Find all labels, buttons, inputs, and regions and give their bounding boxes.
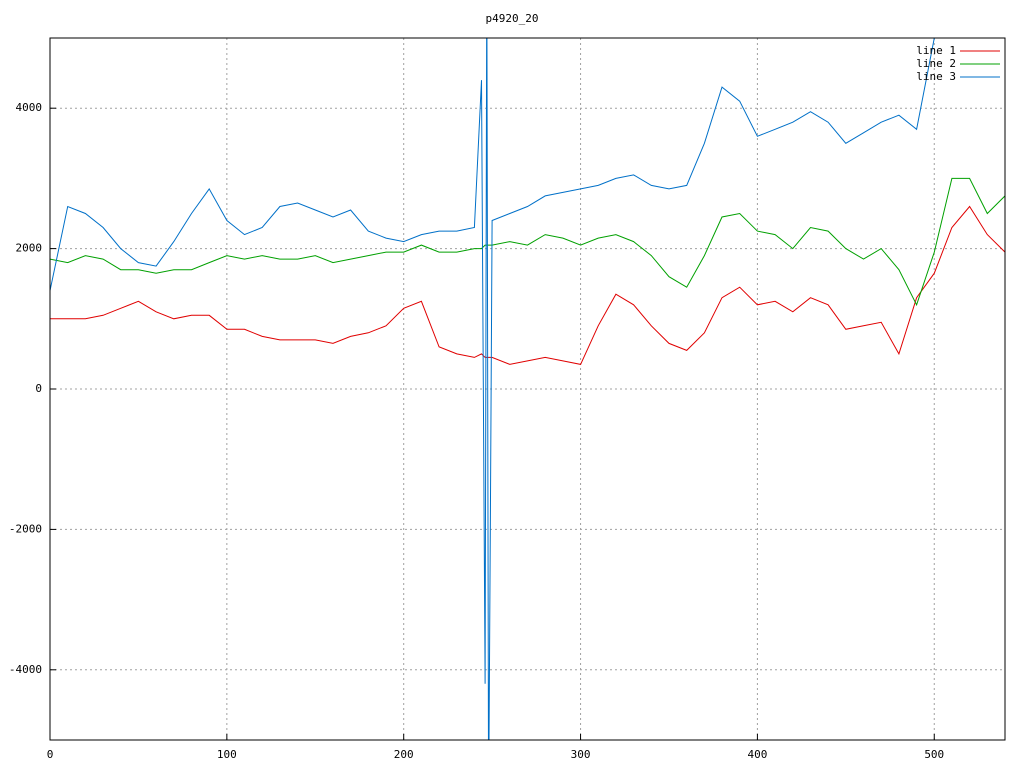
legend-label: line 1: [916, 44, 956, 57]
y-tick-label: -2000: [9, 522, 42, 535]
x-tick-label: 0: [47, 748, 54, 761]
x-tick-label: 100: [217, 748, 237, 761]
series-line: [50, 177, 1005, 307]
series-line: [50, 205, 1005, 365]
x-tick-label: 400: [747, 748, 767, 761]
y-tick-label: -4000: [9, 663, 42, 676]
x-tick-label: 200: [394, 748, 414, 761]
legend-label: line 3: [916, 70, 956, 83]
y-tick-label: 4000: [16, 101, 43, 114]
series-line: [50, 38, 1005, 740]
legend-label: line 2: [916, 57, 956, 70]
chart-title: p4920_20: [486, 12, 539, 25]
y-tick-label: 2000: [16, 242, 43, 255]
y-tick-label: 0: [35, 382, 42, 395]
x-tick-label: 500: [924, 748, 944, 761]
x-tick-label: 300: [571, 748, 591, 761]
